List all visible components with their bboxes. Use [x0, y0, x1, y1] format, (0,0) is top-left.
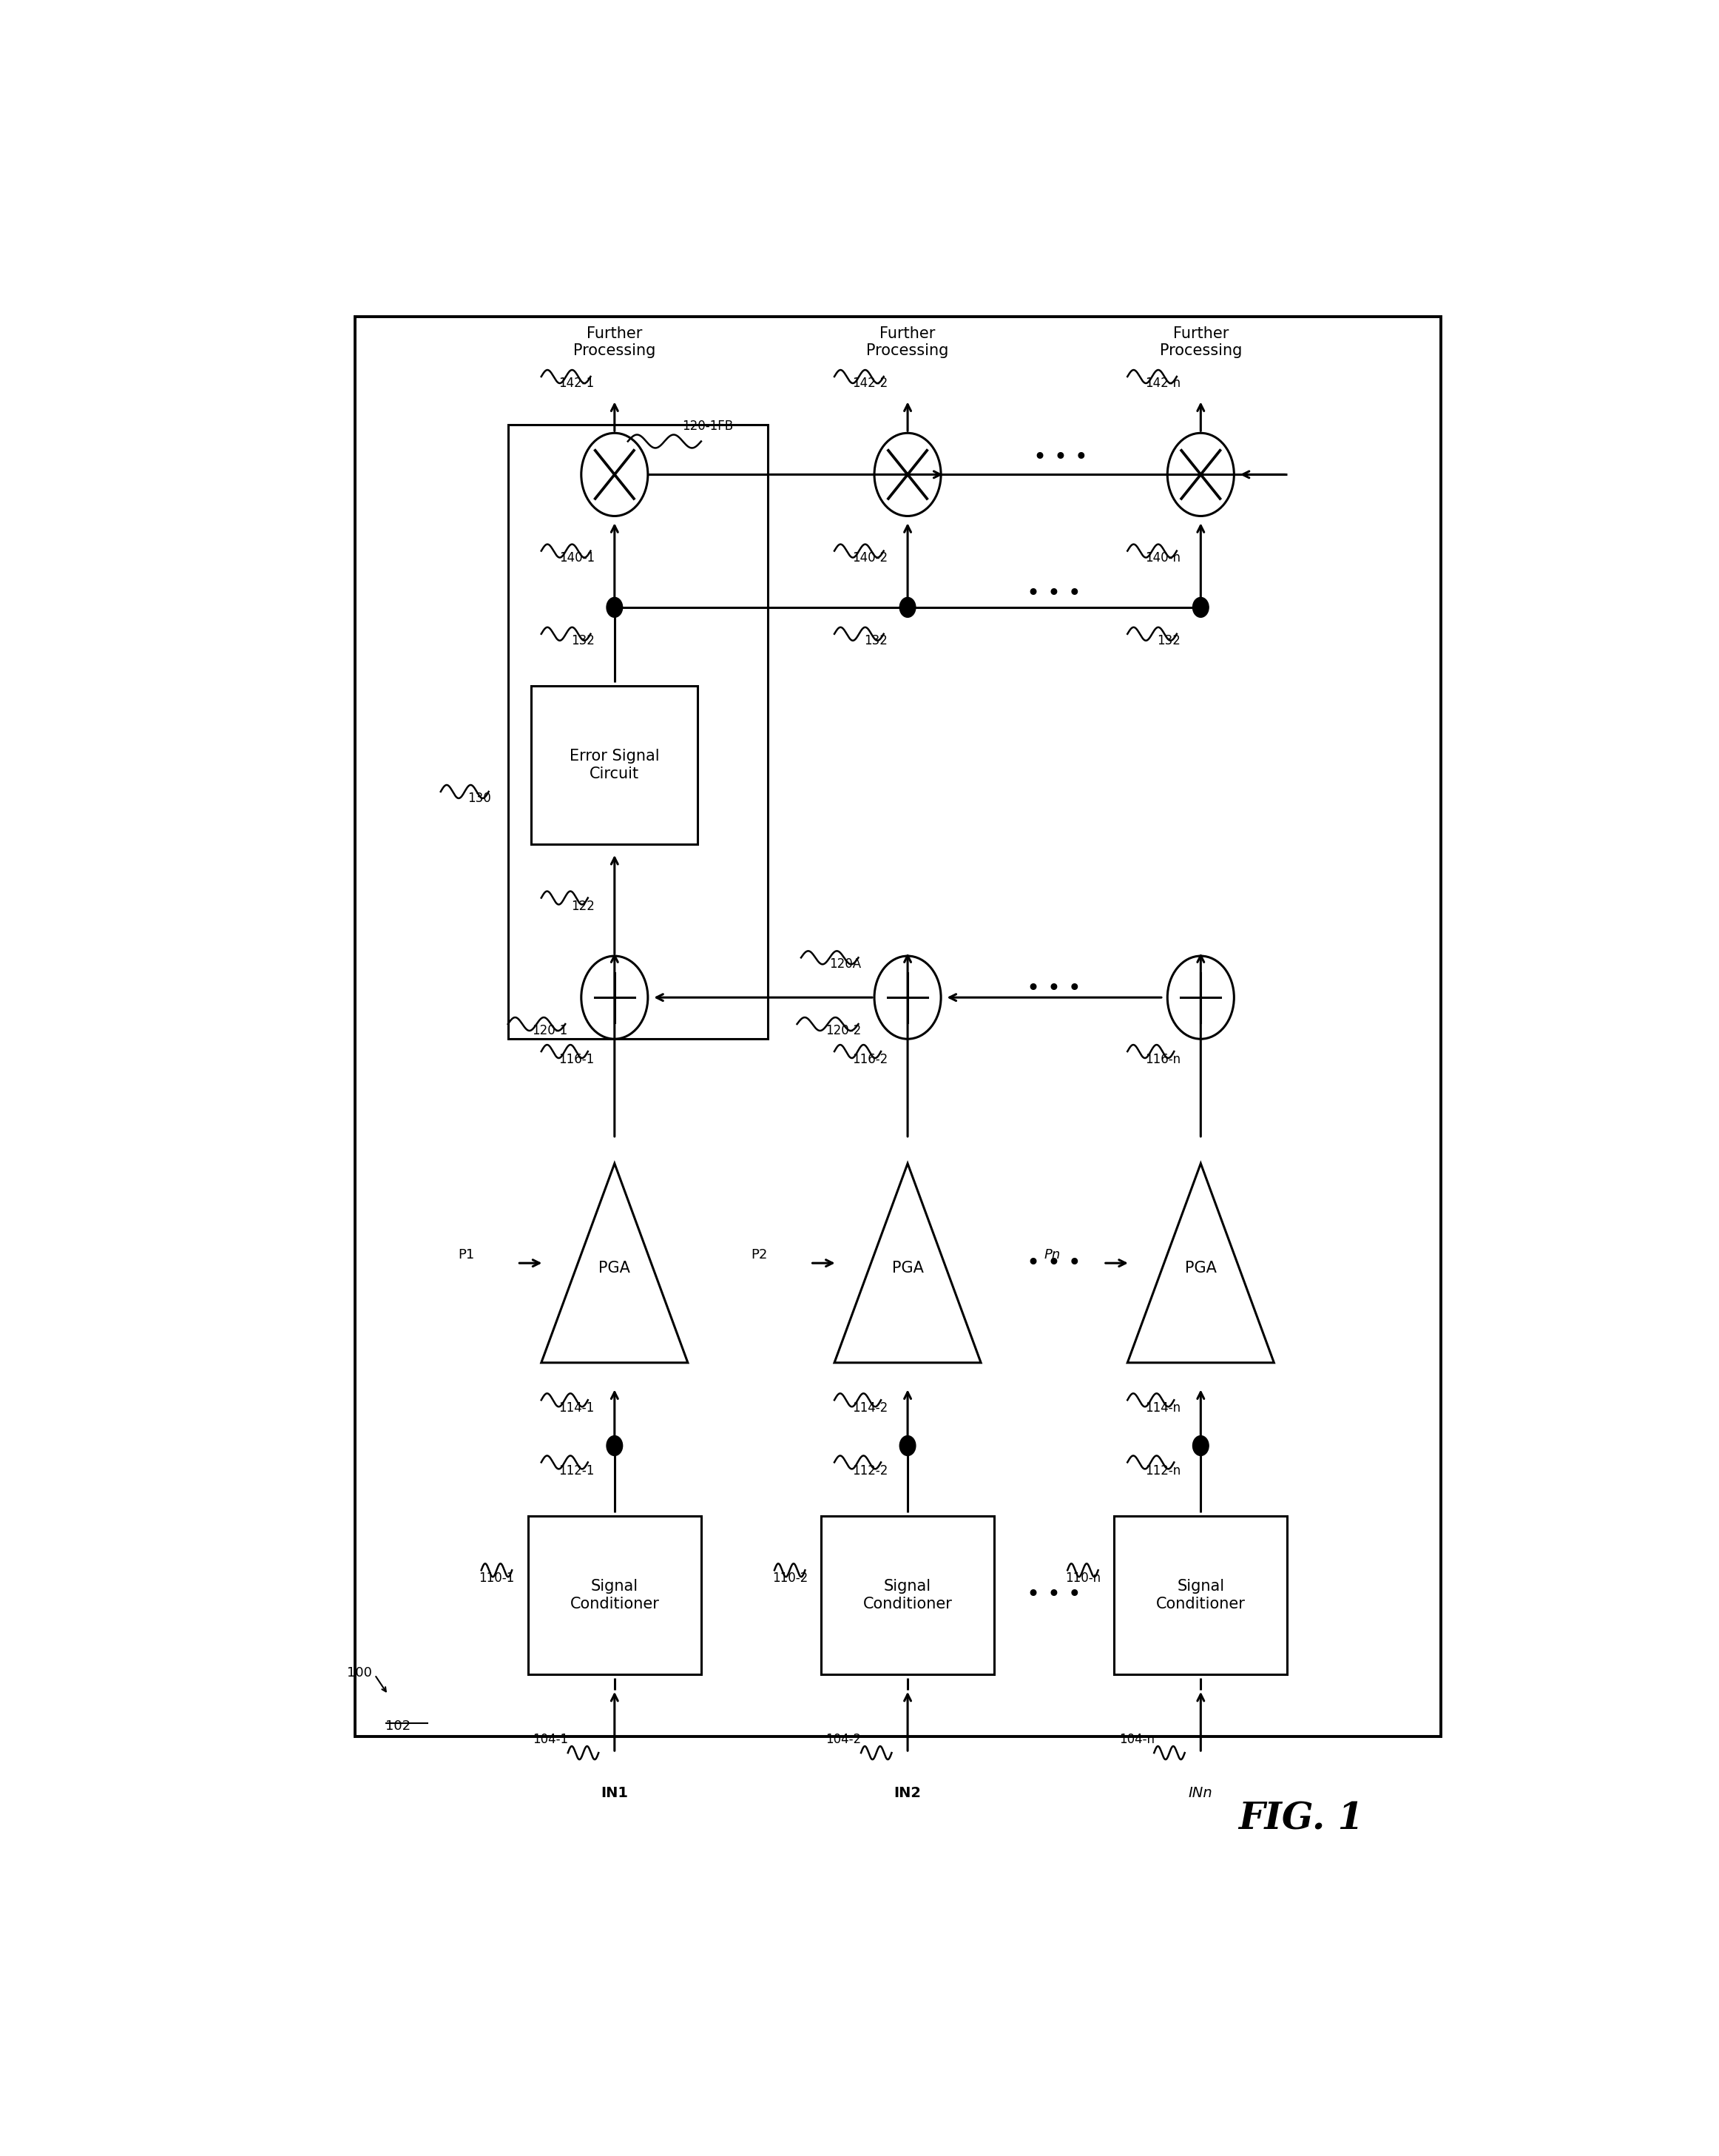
Text: 116-1: 116-1	[559, 1052, 595, 1067]
Circle shape	[899, 597, 916, 617]
Text: Signal
Conditioner: Signal Conditioner	[569, 1578, 660, 1611]
Bar	[531, 686, 698, 843]
Circle shape	[1193, 1436, 1208, 1455]
Bar	[528, 1516, 701, 1673]
Text: 112-2: 112-2	[853, 1464, 887, 1477]
Text: 142-2: 142-2	[853, 377, 887, 390]
Text: 116-n: 116-n	[1145, 1052, 1181, 1067]
Text: • • •: • • •	[1026, 1585, 1081, 1606]
Bar	[509, 425, 768, 1039]
Text: 140-1: 140-1	[559, 552, 595, 565]
Text: IN2: IN2	[894, 1785, 921, 1800]
Circle shape	[607, 1436, 622, 1455]
Text: 114-1: 114-1	[559, 1401, 595, 1414]
Circle shape	[899, 1436, 916, 1455]
Text: P1: P1	[459, 1248, 474, 1261]
Text: Pn: Pn	[1045, 1248, 1061, 1261]
Text: Error Signal
Circuit: Error Signal Circuit	[569, 748, 660, 780]
Text: 140-2: 140-2	[853, 552, 887, 565]
Text: 114-2: 114-2	[853, 1401, 887, 1414]
Text: PGA: PGA	[598, 1261, 631, 1276]
Circle shape	[607, 597, 622, 617]
Text: Further
Processing: Further Processing	[574, 326, 655, 358]
Bar	[354, 317, 1441, 1736]
Text: 142-1: 142-1	[559, 377, 595, 390]
Text: 102: 102	[385, 1720, 411, 1733]
Text: • • •: • • •	[1033, 446, 1088, 468]
Text: PGA: PGA	[1184, 1261, 1217, 1276]
Text: • • •: • • •	[1026, 1253, 1081, 1274]
Text: 120-2: 120-2	[825, 1024, 861, 1037]
Text: 120-1FB: 120-1FB	[682, 420, 734, 433]
Text: • • •: • • •	[1026, 584, 1081, 606]
Text: 110-n: 110-n	[1066, 1572, 1100, 1585]
Text: 116-2: 116-2	[853, 1052, 887, 1067]
Bar	[822, 1516, 994, 1673]
Text: PGA: PGA	[892, 1261, 923, 1276]
Text: 132: 132	[571, 634, 595, 647]
Text: • • •: • • •	[1026, 979, 1081, 1000]
Text: 120A: 120A	[829, 957, 861, 970]
Text: 132: 132	[865, 634, 887, 647]
Text: 112-1: 112-1	[559, 1464, 595, 1477]
Circle shape	[1193, 597, 1208, 617]
Text: 114-n: 114-n	[1145, 1401, 1181, 1414]
Text: 104-2: 104-2	[825, 1733, 861, 1746]
Text: Further
Processing: Further Processing	[1160, 326, 1241, 358]
Text: 110-2: 110-2	[772, 1572, 808, 1585]
Text: Signal
Conditioner: Signal Conditioner	[1155, 1578, 1246, 1611]
Text: 100: 100	[347, 1667, 371, 1680]
Text: 110-1: 110-1	[480, 1572, 514, 1585]
Bar	[1114, 1516, 1288, 1673]
Text: 104-n: 104-n	[1119, 1733, 1155, 1746]
Text: 142-n: 142-n	[1145, 377, 1181, 390]
Text: 112-n: 112-n	[1145, 1464, 1181, 1477]
Text: Further
Processing: Further Processing	[866, 326, 949, 358]
Text: IN1: IN1	[602, 1785, 627, 1800]
Text: 130: 130	[468, 791, 492, 804]
Text: 122: 122	[571, 899, 595, 912]
Text: Signal
Conditioner: Signal Conditioner	[863, 1578, 952, 1611]
Text: FIG. 1: FIG. 1	[1238, 1800, 1363, 1837]
Text: 120-1: 120-1	[533, 1024, 567, 1037]
Text: 140-n: 140-n	[1145, 552, 1181, 565]
Text: P2: P2	[751, 1248, 768, 1261]
Text: 132: 132	[1157, 634, 1181, 647]
Text: INn: INn	[1188, 1785, 1214, 1800]
Text: 104-1: 104-1	[533, 1733, 569, 1746]
